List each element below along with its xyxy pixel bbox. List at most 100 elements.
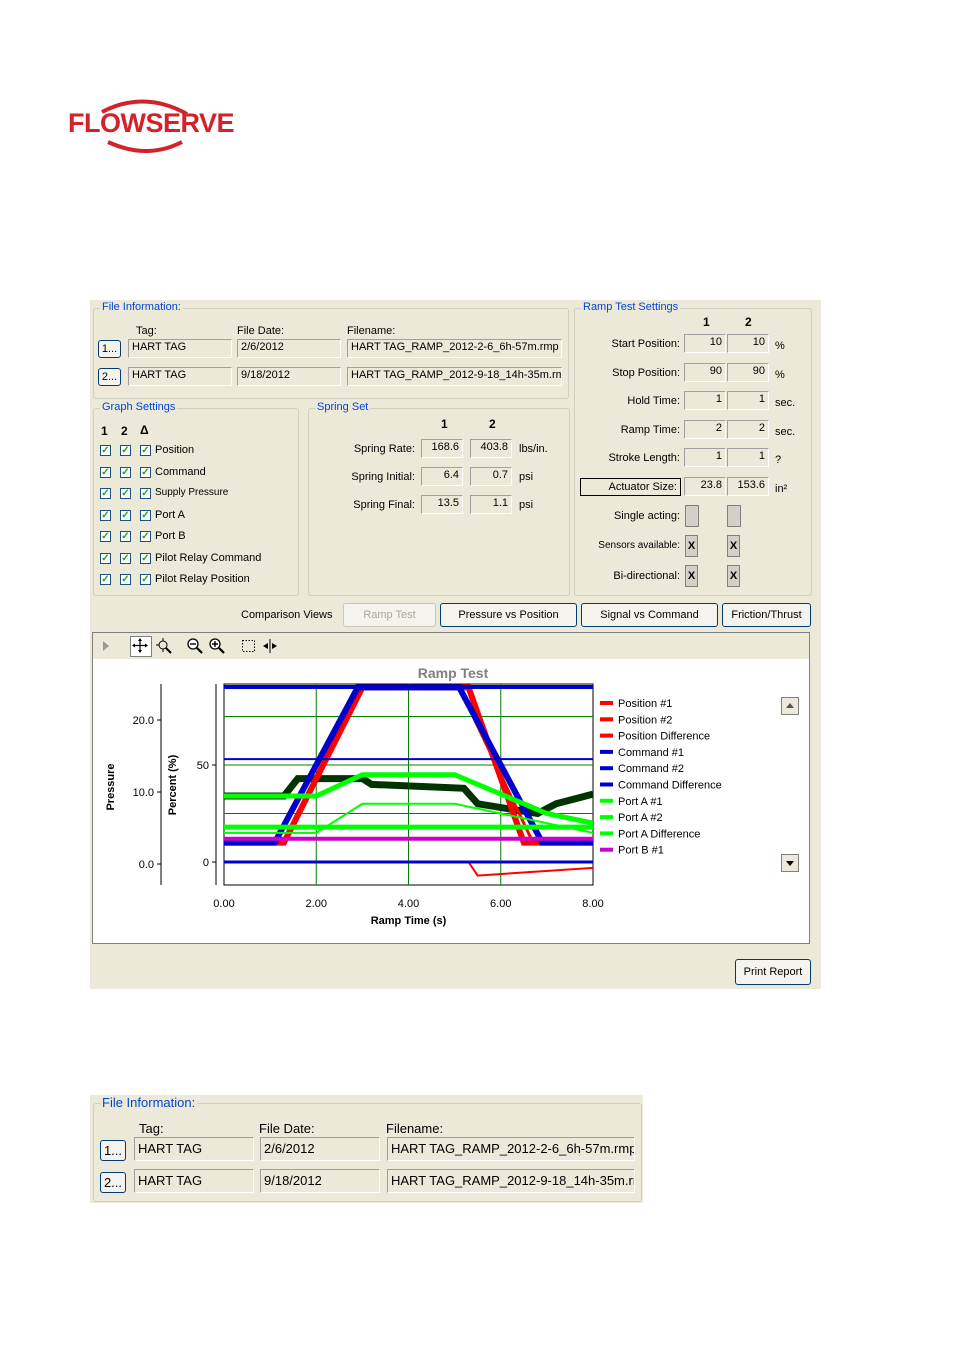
sensors-available-2-box[interactable]: X — [727, 535, 740, 557]
tag-field-1[interactable]: HART TAG — [128, 339, 232, 358]
single-acting-1-box[interactable] — [685, 505, 699, 527]
command-checkbox-2[interactable]: ✓ — [120, 466, 131, 478]
legend-scroll-up-button[interactable] — [781, 697, 799, 715]
ramp-value-1[interactable]: 1 — [684, 391, 726, 410]
browse-file-1-button[interactable]: 1... — [98, 340, 121, 358]
ramp-value-2[interactable]: 1 — [727, 391, 769, 410]
graph-setting-label: Command — [155, 465, 206, 478]
ramp-value-1[interactable]: 1 — [684, 448, 726, 467]
command-checkbox-1[interactable]: ✓ — [100, 466, 111, 478]
ramp-value-1[interactable]: 10 — [684, 334, 726, 353]
supply-pressure-checkbox-delta[interactable]: ✓ — [140, 488, 151, 499]
x-axis-label: Ramp Time (s) — [371, 915, 447, 927]
friction-thrust-button[interactable]: Friction/Thrust — [722, 603, 811, 627]
filename-zoom-field-1[interactable]: HART TAG_RAMP_2012-2-6_6h-57m.rmp — [387, 1137, 635, 1161]
port-a-checkbox-2[interactable]: ✓ — [120, 509, 131, 521]
port-a-checkbox-delta[interactable]: ✓ — [140, 509, 151, 521]
ramp-col-1: 1 — [703, 315, 710, 329]
pilot-relay-command-checkbox-delta[interactable]: ✓ — [140, 552, 151, 564]
legend-label: Port A #2 — [618, 812, 663, 824]
select-region-icon[interactable] — [241, 638, 257, 654]
tag-field-2[interactable]: HART TAG — [128, 367, 232, 386]
port-b-checkbox-1[interactable]: ✓ — [100, 531, 111, 542]
spring-row-label: Spring Final: — [353, 499, 415, 511]
zoom-in-icon[interactable] — [208, 637, 226, 655]
position-checkbox-delta[interactable]: ✓ — [140, 445, 151, 456]
tag-zoom-field-1[interactable]: HART TAG — [134, 1137, 254, 1161]
ramp-row-label: Hold Time: — [627, 395, 680, 407]
graph-col-2: 2 — [121, 424, 128, 438]
pressure-vs-position-button[interactable]: Pressure vs Position — [440, 603, 577, 627]
ramp-test-button[interactable]: Ramp Test — [343, 603, 436, 627]
ramp-value-2[interactable]: 2 — [727, 419, 769, 439]
actuator-size-button[interactable]: Actuator Size: — [580, 477, 681, 496]
sensors-available-1-box[interactable]: X — [685, 535, 698, 557]
ramp-row-label: Ramp Time: — [620, 423, 680, 436]
arrow-up-icon — [786, 703, 794, 708]
filename-zoom-field-2[interactable]: HART TAG_RAMP_2012-9-18_14h-35m.rm — [387, 1169, 635, 1193]
pilot-relay-position-checkbox-2[interactable]: ✓ — [120, 574, 131, 585]
file-date-field-1[interactable]: 2/6/2012 — [237, 339, 341, 358]
tag-zoom-field-2[interactable]: HART TAG — [134, 1169, 254, 1193]
pilot-relay-command-checkbox-2[interactable]: ✓ — [120, 552, 131, 564]
pressure-tick-label: 20.0 — [133, 715, 154, 727]
spring-value-2[interactable]: 1.1 — [470, 495, 512, 514]
pilot-relay-position-checkbox-1[interactable]: ✓ — [100, 574, 111, 585]
zoom-fit-icon[interactable] — [155, 637, 173, 655]
single-acting-2-box[interactable] — [727, 505, 741, 527]
ramp-value-2[interactable]: 1 — [727, 448, 769, 467]
bidirectional-2-box[interactable]: X — [727, 565, 740, 587]
spring-value-1[interactable]: 6.4 — [421, 467, 463, 486]
spring-value-2[interactable]: 403.8 — [470, 439, 512, 458]
ramp-row-label: Stop Position: — [612, 366, 680, 379]
bidirectional-1-box[interactable]: X — [685, 565, 698, 587]
ramp-value-1[interactable]: 90 — [684, 362, 726, 382]
legend-label: Position #1 — [618, 698, 672, 710]
cursor-split-icon[interactable] — [261, 638, 279, 654]
supply-pressure-checkbox-2[interactable]: ✓ — [120, 488, 131, 499]
file-date-field-2[interactable]: 9/18/2012 — [237, 367, 341, 386]
filename-field-2[interactable]: HART TAG_RAMP_2012-9-18_14h-35m.rm — [347, 367, 562, 386]
ramp-value-2[interactable]: 153.6 — [727, 476, 769, 496]
pan-tool-button[interactable] — [130, 636, 152, 657]
legend-scroll-down-button[interactable] — [781, 854, 799, 872]
legend-label: Port B #1 — [618, 845, 664, 857]
ramp-value-1[interactable]: 2 — [684, 419, 726, 439]
flowserve-logo-swoosh — [101, 99, 188, 153]
pilot-relay-position-checkbox-delta[interactable]: ✓ — [140, 574, 151, 585]
x-tick-label: 4.00 — [398, 898, 419, 910]
spring-unit: psi — [519, 471, 534, 483]
print-report-button[interactable]: Print Report — [735, 959, 811, 985]
ramp-value-2[interactable]: 10 — [727, 334, 769, 353]
port-b-checkbox-2[interactable]: ✓ — [120, 531, 131, 542]
file-date-zoom-field-1[interactable]: 2/6/2012 — [260, 1137, 380, 1161]
port-a-checkbox-1[interactable]: ✓ — [100, 509, 111, 521]
browse-file-1-zoom-button[interactable]: 1... — [100, 1140, 126, 1161]
spring-value-1[interactable]: 168.6 — [421, 439, 463, 458]
browse-file-2-button[interactable]: 2... — [98, 368, 121, 386]
file-date-zoom-field-2[interactable]: 9/18/2012 — [260, 1169, 380, 1193]
ramp-value-1[interactable]: 23.8 — [684, 476, 726, 496]
command-checkbox-delta[interactable]: ✓ — [140, 466, 151, 478]
file-information-zoom-title: File Information: — [100, 1095, 198, 1110]
filename-field-1[interactable]: HART TAG_RAMP_2012-2-6_6h-57m.rmp — [347, 339, 562, 358]
pilot-relay-command-checkbox-1[interactable]: ✓ — [100, 552, 111, 564]
ramp-value-2[interactable]: 90 — [727, 362, 769, 382]
position-checkbox-1[interactable]: ✓ — [100, 445, 111, 456]
signal-vs-command-button[interactable]: Signal vs Command — [581, 603, 718, 627]
browse-file-2-zoom-button[interactable]: 2... — [100, 1172, 126, 1193]
supply-pressure-checkbox-1[interactable]: ✓ — [100, 488, 111, 499]
position-checkbox-2[interactable]: ✓ — [120, 445, 131, 456]
spring-unit: lbs/in. — [519, 443, 548, 455]
play-icon[interactable] — [103, 641, 111, 651]
spring-value-2[interactable]: 0.7 — [470, 467, 512, 486]
port-b-checkbox-delta[interactable]: ✓ — [140, 531, 151, 542]
ramp-unit: % — [775, 368, 785, 381]
graph-setting-label: Supply Pressure — [155, 487, 229, 498]
comparison-views-label: Comparison Views — [241, 609, 333, 621]
spring-col-1: 1 — [441, 417, 448, 431]
pressure-axis-label: Pressure — [105, 763, 117, 810]
zoom-out-icon[interactable] — [186, 637, 204, 655]
ramp-settings-title: Ramp Test Settings — [581, 301, 681, 313]
spring-value-1[interactable]: 13.5 — [421, 495, 463, 514]
